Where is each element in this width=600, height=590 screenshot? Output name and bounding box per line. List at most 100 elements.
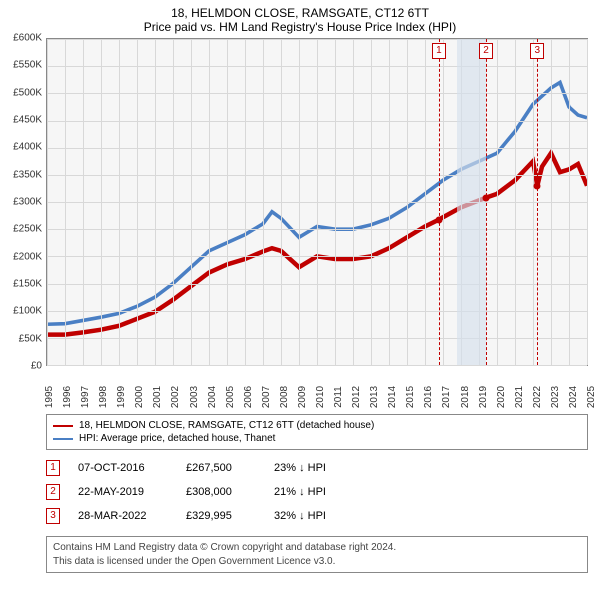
gridline-v — [101, 39, 102, 365]
legend-item-property: 18, HELMDON CLOSE, RAMSGATE, CT12 6TT (d… — [53, 419, 581, 432]
x-axis-label: 2013 — [369, 386, 380, 408]
gridline-v — [281, 39, 282, 365]
x-axis-label: 2007 — [261, 386, 272, 408]
sale-delta: 32% ↓ HPI — [274, 510, 354, 522]
sale-delta: 23% ↓ HPI — [274, 462, 354, 474]
gridline-v — [551, 39, 552, 365]
sale-badge: 2 — [46, 484, 60, 500]
y-axis-label: £300K — [13, 197, 42, 208]
y-axis-label: £100K — [13, 306, 42, 317]
gridline-v — [389, 39, 390, 365]
sale-date: 22-MAY-2019 — [78, 486, 168, 498]
x-axis-label: 2002 — [170, 386, 181, 408]
sales-table: 1 07-OCT-2016 £267,500 23% ↓ HPI 2 22-MAY-201… — [46, 456, 588, 528]
y-axis-label: £200K — [13, 251, 42, 262]
attribution: Contains HM Land Registry data © Crown c… — [46, 536, 588, 573]
sale-badge: 3 — [46, 508, 60, 524]
sale-marker-line — [439, 39, 440, 365]
chart: £0£50K£100K£150K£200K£250K£300K£350K£400… — [46, 38, 588, 408]
shaded-region — [457, 39, 486, 365]
sale-marker-badge: 1 — [432, 43, 446, 59]
x-axis-label: 1998 — [98, 386, 109, 408]
x-axis-label: 1996 — [62, 386, 73, 408]
x-axis-label: 2001 — [152, 386, 163, 408]
y-axis-label: £400K — [13, 142, 42, 153]
x-axis-label: 2014 — [387, 386, 398, 408]
gridline-v — [119, 39, 120, 365]
sale-row: 1 07-OCT-2016 £267,500 23% ↓ HPI — [46, 456, 588, 480]
sale-price: £267,500 — [186, 462, 256, 474]
y-axis-label: £600K — [13, 33, 42, 44]
y-axis-label: £450K — [13, 115, 42, 126]
x-axis-label: 1995 — [44, 386, 55, 408]
plot-area: 1 2 3 — [46, 38, 588, 366]
x-axis-label: 2005 — [225, 386, 236, 408]
gridline-v — [407, 39, 408, 365]
x-axis-label: 2016 — [423, 386, 434, 408]
gridline-v — [83, 39, 84, 365]
y-axis-label: £50K — [19, 333, 42, 344]
x-axis-label: 2022 — [532, 386, 543, 408]
gridline-v — [371, 39, 372, 365]
y-axis-label: £250K — [13, 224, 42, 235]
sale-price: £329,995 — [186, 510, 256, 522]
x-axis-label: 2017 — [441, 386, 452, 408]
gridline-v — [515, 39, 516, 365]
x-axis-label: 2024 — [568, 386, 579, 408]
sale-marker-line — [537, 39, 538, 365]
sale-point — [483, 194, 490, 201]
y-axis-label: £550K — [13, 60, 42, 71]
x-axis-label: 2011 — [333, 386, 344, 408]
x-axis-label: 2012 — [351, 386, 362, 408]
x-axis-label: 2015 — [405, 386, 416, 408]
x-axis-label: 2010 — [315, 386, 326, 408]
x-axis-label: 2025 — [586, 386, 597, 408]
legend-label: 18, HELMDON CLOSE, RAMSGATE, CT12 6TT (d… — [79, 420, 374, 431]
x-axis-label: 2000 — [134, 386, 145, 408]
attribution-line: Contains HM Land Registry data © Crown c… — [53, 541, 581, 555]
x-axis-label: 2004 — [207, 386, 218, 408]
x-axis-label: 2020 — [496, 386, 507, 408]
gridline-v — [569, 39, 570, 365]
gridline-v — [173, 39, 174, 365]
legend-item-hpi: HPI: Average price, detached house, Than… — [53, 432, 581, 445]
sale-price: £308,000 — [186, 486, 256, 498]
page-subtitle: Price paid vs. HM Land Registry's House … — [0, 20, 600, 38]
y-axis-label: £350K — [13, 169, 42, 180]
x-axis-label: 2021 — [514, 386, 525, 408]
sale-point — [435, 216, 442, 223]
page-title: 18, HELMDON CLOSE, RAMSGATE, CT12 6TT — [0, 0, 600, 20]
attribution-line: This data is licensed under the Open Gov… — [53, 555, 581, 569]
legend-swatch — [53, 425, 73, 427]
gridline-v — [263, 39, 264, 365]
gridline-v — [65, 39, 66, 365]
legend: 18, HELMDON CLOSE, RAMSGATE, CT12 6TT (d… — [46, 414, 588, 450]
y-axis-label: £500K — [13, 87, 42, 98]
legend-label: HPI: Average price, detached house, Than… — [79, 433, 275, 444]
sale-marker-line — [486, 39, 487, 365]
gridline-v — [443, 39, 444, 365]
sale-delta: 21% ↓ HPI — [274, 486, 354, 498]
gridline-v — [209, 39, 210, 365]
sale-date: 28-MAR-2022 — [78, 510, 168, 522]
gridline-v — [317, 39, 318, 365]
sale-row: 3 28-MAR-2022 £329,995 32% ↓ HPI — [46, 504, 588, 528]
gridline-v — [353, 39, 354, 365]
sale-marker-badge: 2 — [479, 43, 493, 59]
gridline-h — [47, 365, 587, 366]
gridline-v — [227, 39, 228, 365]
gridline-v — [47, 39, 48, 365]
sale-row: 2 22-MAY-2019 £308,000 21% ↓ HPI — [46, 480, 588, 504]
x-axis-label: 2003 — [189, 386, 200, 408]
sale-marker-badge: 3 — [530, 43, 544, 59]
sale-date: 07-OCT-2016 — [78, 462, 168, 474]
x-axis-label: 1999 — [116, 386, 127, 408]
y-axis-label: £150K — [13, 279, 42, 290]
gridline-v — [191, 39, 192, 365]
sale-badge: 1 — [46, 460, 60, 476]
x-axis-label: 2023 — [550, 386, 561, 408]
x-axis-label: 2019 — [478, 386, 489, 408]
x-axis-label: 2008 — [279, 386, 290, 408]
gridline-v — [587, 39, 588, 365]
y-axis-label: £0 — [31, 361, 42, 372]
